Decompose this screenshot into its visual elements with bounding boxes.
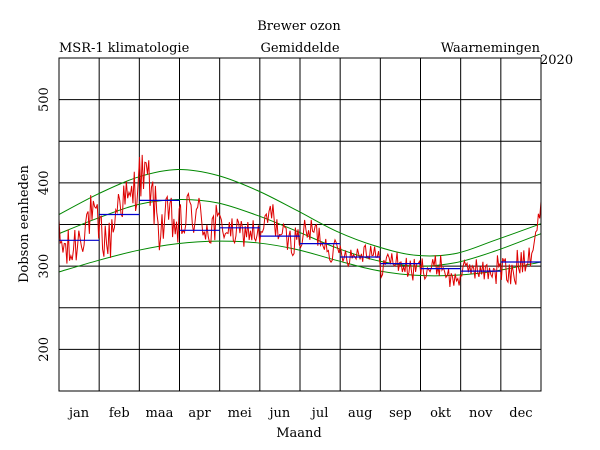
- grid-lines: [59, 58, 541, 391]
- y-axis-label: Dobson eenheden: [17, 164, 32, 282]
- y-tick-label: 300: [37, 254, 52, 279]
- chart-title: Brewer ozon: [257, 19, 341, 34]
- x-tick-label-jun: jun: [268, 406, 291, 421]
- x-tick-label-jul: jul: [310, 406, 329, 421]
- x-tick-label-aug: aug: [348, 406, 372, 421]
- data-series: [58, 154, 542, 288]
- legend-monthly-mean: Gemiddelde: [260, 41, 339, 56]
- x-tick-label-okt: okt: [430, 406, 452, 421]
- y-tick-labels: 200 300 400 500: [37, 87, 52, 362]
- x-axis-label: Maand: [276, 426, 322, 441]
- x-tick-label-nov: nov: [469, 406, 493, 421]
- x-tick-label-jan: jan: [67, 406, 90, 421]
- x-tick-label-mei: mei: [228, 406, 252, 421]
- x-tick-label-maa: maa: [146, 406, 174, 421]
- y-tick-label: 500: [37, 87, 52, 112]
- observations-line: [58, 154, 542, 288]
- legend-climatology: MSR-1 klimatologie: [59, 41, 190, 56]
- x-tick-label-sep: sep: [389, 406, 412, 421]
- x-tick-labels: jan feb maa apr mei jun jul aug sep okt nov dec: [67, 406, 533, 421]
- plot-frame: [58, 57, 542, 392]
- legend-year: 2020: [540, 53, 573, 68]
- climatology-mean-line: [58, 198, 542, 267]
- x-tick-label-feb: feb: [109, 406, 130, 421]
- x-tick-label-dec: dec: [509, 406, 532, 421]
- x-tick-label-apr: apr: [188, 406, 211, 421]
- y-tick-label: 400: [37, 170, 52, 195]
- legend-observations: Waarnemingen: [441, 41, 541, 56]
- y-tick-label: 200: [37, 337, 52, 362]
